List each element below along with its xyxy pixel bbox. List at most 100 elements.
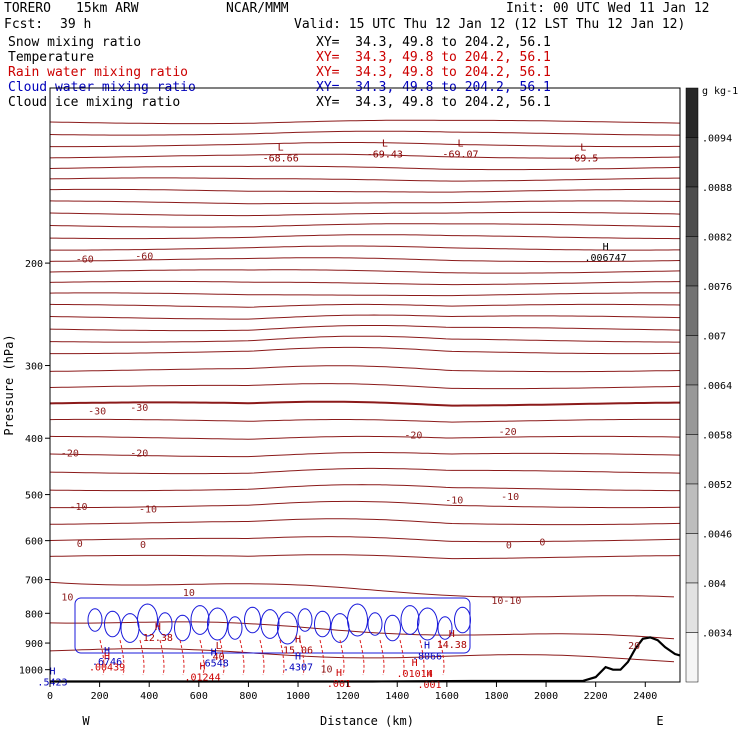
isotherm-line (49, 177, 680, 182)
isotherm-line (49, 292, 680, 297)
x-tick-label: 800 (239, 691, 257, 702)
isotherm-line (49, 621, 675, 640)
isotherm-line (49, 400, 680, 407)
x-tick-label: 600 (190, 691, 208, 702)
isotherm-line (49, 130, 680, 136)
cloud-water-contour (87, 608, 103, 632)
colorbar-label: .0094 (702, 134, 732, 145)
cloud-water-contour (330, 613, 350, 643)
colorbar-label: .0082 (702, 233, 732, 244)
colorbar-label: .0088 (702, 183, 732, 194)
extremum-value: .8066 (412, 652, 442, 663)
isotherm-line (50, 142, 680, 148)
isotherm-label: -10 (69, 502, 87, 513)
y-tick-label: 200 (25, 259, 43, 270)
isotherm-label: -10 (139, 504, 157, 515)
colorbar-segment (685, 483, 699, 534)
model-name: TORERO (4, 1, 51, 16)
y-tick-label: 400 (25, 434, 43, 445)
isotherm-label: 10 (183, 588, 195, 599)
colorbar-label: .0076 (702, 282, 732, 293)
y-tick-label: 1000 (19, 666, 43, 677)
field-name-temperature: Temperature (8, 50, 95, 65)
colorbar-label: .0052 (702, 480, 732, 491)
rain-water-contour (99, 639, 105, 676)
x-endpoint-east: E (656, 714, 663, 728)
isotherm-line (49, 581, 675, 598)
extremum-value: 14.38 (437, 640, 467, 651)
field-name-snow: Snow mixing ratio (8, 35, 142, 50)
colorbar-segment (685, 186, 699, 237)
extremum-marker: H (412, 658, 418, 669)
init-time: Init: 00 UTC Wed 11 Jan 12 (506, 1, 710, 16)
rain-water-contour (199, 639, 205, 676)
extremum-value: 40 (213, 652, 225, 663)
colorbar-segment (685, 582, 699, 633)
isotherm-label: -30 (88, 407, 106, 418)
isotherm-line (49, 280, 680, 286)
extremum-value: .01014 (397, 669, 433, 680)
extremum-value: -69.5 (568, 153, 598, 164)
cloud-water-contour (383, 614, 401, 642)
extremum-marker: L (457, 138, 463, 149)
isotherm-label: -60 (76, 254, 94, 265)
extremum-value: -69.07 (442, 149, 478, 160)
rain-water-contour (319, 639, 325, 676)
y-axis-title: Pressure (hPa) (2, 334, 16, 435)
x-tick-label: 2200 (584, 691, 608, 702)
y-tick-label: 800 (25, 609, 43, 620)
cloud-water-contour (206, 607, 228, 641)
isotherm-line (49, 119, 681, 125)
isotherm-line (49, 269, 681, 274)
isotherm-label: 20 (628, 641, 640, 652)
isotherm-line (49, 165, 681, 171)
isotherm-label: 0 (77, 539, 83, 550)
colorbar-label: .0034 (702, 629, 732, 640)
extremum-marker: H (449, 629, 455, 640)
colorbar: .0094 .0088 .0082 .0076 .007 .0064 .0058 .0052.… (685, 86, 738, 683)
contour-labels: -60 -60 -30 -30 -20 -20 -20 -20 -10 -10 -10 -10 0 0 0 0… (37, 138, 640, 691)
rain-water-contour (419, 639, 425, 676)
y-tick-label: 600 (25, 537, 43, 548)
rain-water-contour (259, 639, 265, 676)
y-tick-label: 500 (25, 491, 43, 502)
colorbar-segment (685, 335, 699, 386)
extremum-value: -69.43 (367, 149, 403, 160)
colorbar-label: .004 (702, 579, 726, 590)
isotherm-line (49, 467, 681, 475)
cloud-water-contour (157, 612, 173, 636)
cloud-water-contour (227, 616, 243, 640)
extremum-marker: H (336, 668, 342, 679)
colorbar-segment (685, 137, 699, 188)
rain-water-contours (99, 639, 445, 676)
isotherm-line (49, 200, 681, 205)
x-tick-label: 1400 (385, 691, 409, 702)
isotherm-label: -20 (499, 427, 517, 438)
cloud-water-contour (297, 608, 313, 632)
y-tick-label: 700 (25, 576, 43, 587)
extremum-marker: L (278, 142, 284, 153)
field-xy-snow: XY= 34.3, 49.8 to 204.2, 56.1 (316, 35, 551, 50)
colorbar-label: .0058 (702, 431, 732, 442)
colorbar-unit: g kg-1 (702, 86, 738, 97)
rain-water-contour (219, 639, 225, 676)
extremum-marker: H (104, 646, 110, 657)
temperature-contours (49, 119, 681, 663)
extremum-value: .006747 (585, 253, 627, 264)
colorbar-label: .007 (702, 332, 726, 343)
extremum-value: .4307 (283, 662, 313, 673)
colorbar-segment (685, 632, 699, 683)
isotherm-label: -10 (445, 496, 463, 507)
rain-water-contour (239, 639, 245, 676)
extremum-value: -68.66 (263, 153, 299, 164)
extremum-value: 15.06 (283, 645, 313, 656)
x-tick-label: 200 (91, 691, 109, 702)
extremum-marker: H (200, 662, 206, 673)
cloud-water-contour (173, 614, 191, 642)
x-endpoint-west: W (82, 714, 90, 728)
cloud-water-contour (243, 606, 261, 634)
isotherm-label: 10 (61, 593, 73, 604)
rain-water-contour (339, 639, 345, 676)
isotherm-line (49, 223, 681, 228)
model-resolution: 15km ARW (76, 1, 139, 16)
